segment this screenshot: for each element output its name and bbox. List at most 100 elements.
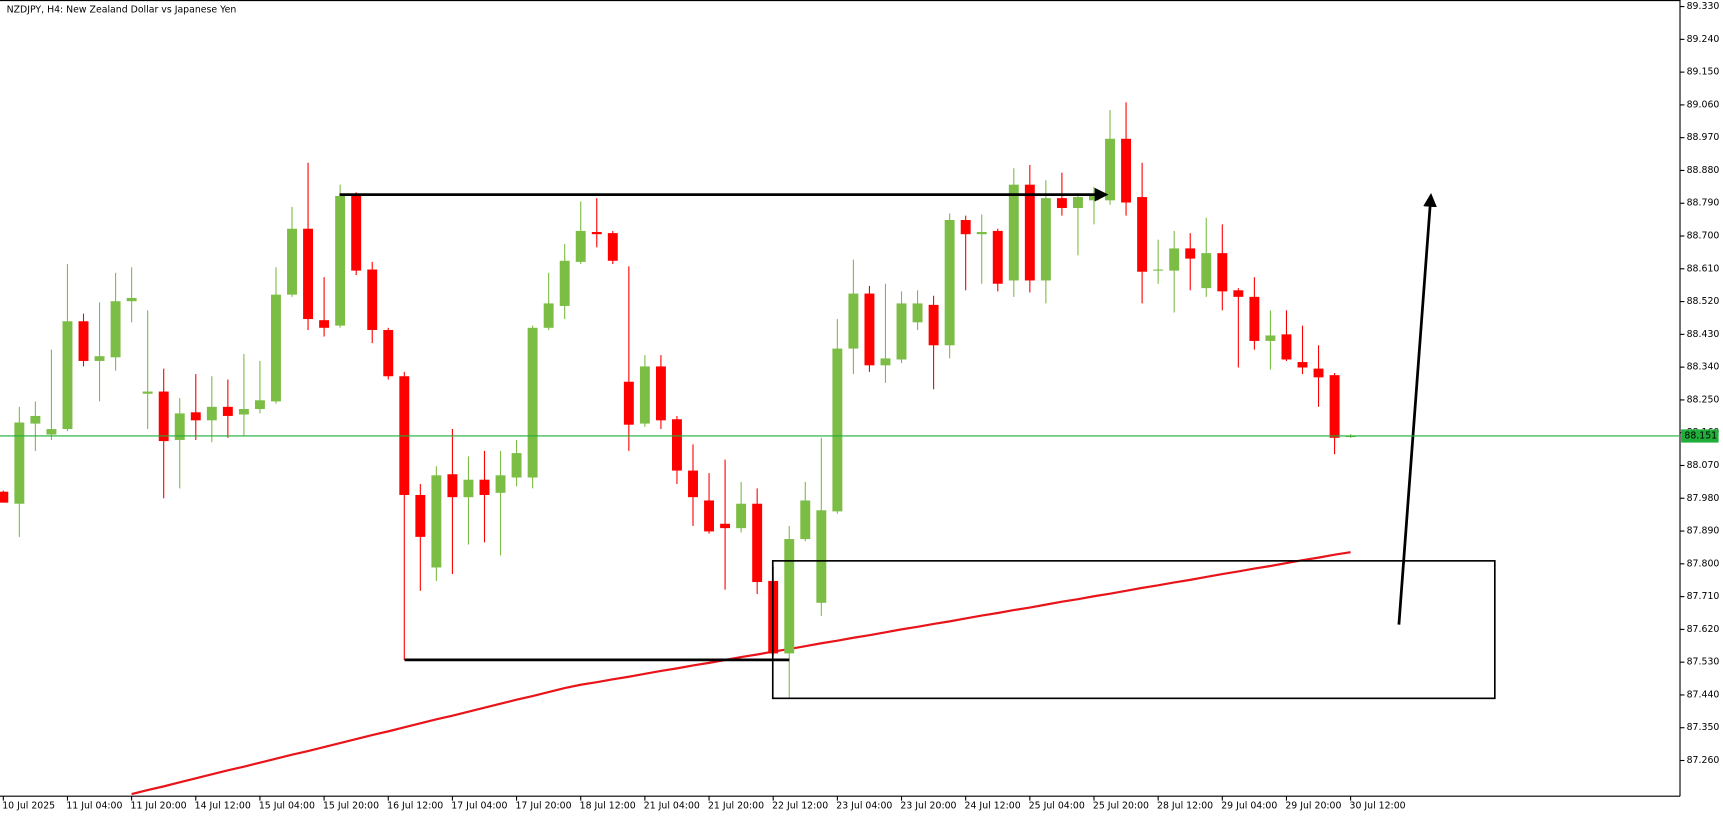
y-tick-label: 87.800 bbox=[1687, 558, 1720, 569]
candle-body bbox=[303, 228, 314, 320]
y-tick-label: 88.430 bbox=[1687, 329, 1720, 340]
candle-body bbox=[479, 479, 490, 495]
candle-body bbox=[287, 228, 297, 295]
candle-body bbox=[928, 304, 939, 346]
candle-body bbox=[1329, 375, 1340, 438]
x-tick-label: 15 Jul 20:00 bbox=[323, 801, 379, 812]
y-tick-label: 87.440 bbox=[1687, 689, 1720, 700]
y-tick-label: 87.890 bbox=[1687, 526, 1720, 537]
candle-body bbox=[1217, 253, 1228, 292]
candle-body bbox=[1233, 290, 1244, 297]
candle-body bbox=[976, 232, 987, 235]
candle-body bbox=[1024, 184, 1035, 281]
x-tick-label: 18 Jul 12:00 bbox=[580, 801, 636, 812]
x-tick-label: 23 Jul 20:00 bbox=[900, 801, 956, 812]
y-tick-label: 88.520 bbox=[1687, 296, 1720, 307]
candle-body bbox=[816, 510, 827, 603]
x-tick-label: 22 Jul 12:00 bbox=[772, 801, 828, 812]
candle-body bbox=[1185, 248, 1196, 259]
candle-body bbox=[1008, 184, 1019, 281]
x-tick-label: 29 Jul 20:00 bbox=[1285, 801, 1341, 812]
candle-body bbox=[1056, 198, 1067, 208]
candle-body bbox=[238, 409, 249, 415]
x-tick-label: 21 Jul 04:00 bbox=[644, 801, 700, 812]
candle-body bbox=[0, 491, 9, 503]
candle-body bbox=[190, 412, 201, 421]
y-tick-label: 88.880 bbox=[1687, 165, 1720, 176]
y-tick-label: 89.330 bbox=[1687, 1, 1720, 12]
candle-body bbox=[62, 321, 73, 430]
y-tick-label: 87.620 bbox=[1687, 624, 1720, 635]
candle-body bbox=[1313, 368, 1324, 378]
y-tick-label: 88.250 bbox=[1687, 394, 1720, 405]
candle-body bbox=[46, 429, 57, 435]
candle-body bbox=[864, 293, 875, 366]
current-price-box bbox=[1681, 429, 1719, 443]
candle-body bbox=[30, 415, 41, 424]
y-tick-label: 87.260 bbox=[1687, 755, 1720, 766]
candle-body bbox=[832, 348, 843, 512]
x-tick-label: 11 Jul 20:00 bbox=[131, 801, 187, 812]
plot-area bbox=[0, 102, 1356, 796]
candle-body bbox=[720, 523, 731, 529]
candle-body bbox=[94, 356, 105, 361]
candle-body bbox=[511, 453, 522, 478]
x-tick-label: 17 Jul 04:00 bbox=[451, 801, 507, 812]
candle-body bbox=[1072, 197, 1083, 208]
y-tick-label: 88.610 bbox=[1687, 263, 1720, 274]
candle-body bbox=[944, 219, 955, 346]
current-price-label: 88.151 bbox=[1684, 430, 1717, 441]
candle-body bbox=[142, 391, 153, 394]
candle-body bbox=[1201, 253, 1212, 289]
candle-body bbox=[383, 329, 394, 377]
x-tick-label: 28 Jul 12:00 bbox=[1157, 801, 1213, 812]
y-tick-label: 89.150 bbox=[1687, 67, 1720, 78]
candle-body bbox=[704, 500, 715, 532]
candle-body bbox=[1153, 269, 1164, 271]
candle-body bbox=[431, 475, 442, 568]
candle-body bbox=[447, 474, 458, 498]
chart-title: NZDJPY, H4: New Zealand Dollar vs Japane… bbox=[7, 4, 237, 15]
y-tick-label: 88.790 bbox=[1687, 198, 1720, 209]
y-tick-label: 87.350 bbox=[1687, 722, 1720, 733]
y-tick-label: 87.710 bbox=[1687, 591, 1720, 602]
moving-average bbox=[131, 551, 1351, 796]
candle-body bbox=[351, 195, 362, 271]
x-tick-label: 24 Jul 12:00 bbox=[965, 801, 1021, 812]
demand-zone bbox=[771, 560, 1496, 700]
candle-body bbox=[110, 301, 121, 358]
y-tick-label: 88.700 bbox=[1687, 231, 1720, 242]
x-tick-label: 17 Jul 20:00 bbox=[515, 801, 571, 812]
y-tick-label: 89.240 bbox=[1687, 34, 1720, 45]
x-tick-label: 15 Jul 04:00 bbox=[259, 801, 315, 812]
candle-body bbox=[126, 297, 137, 302]
y-tick-label: 88.070 bbox=[1687, 460, 1720, 471]
x-tick-label: 21 Jul 20:00 bbox=[708, 801, 764, 812]
candle-body bbox=[174, 413, 185, 440]
y-tick-label: 89.060 bbox=[1687, 99, 1720, 110]
candle-body bbox=[1089, 195, 1099, 201]
candle-body bbox=[254, 400, 265, 410]
candle-body bbox=[271, 294, 281, 402]
x-tick-label: 30 Jul 12:00 bbox=[1350, 801, 1406, 812]
x-tick-label: 16 Jul 12:00 bbox=[387, 801, 443, 812]
candle-body bbox=[591, 232, 602, 235]
candle-body bbox=[655, 366, 666, 421]
candle-body bbox=[880, 358, 891, 366]
y-tick-label: 88.340 bbox=[1687, 362, 1720, 373]
candle-body bbox=[688, 470, 698, 498]
candle-body bbox=[752, 503, 763, 583]
y-tick-label: 87.530 bbox=[1687, 657, 1720, 668]
candle-body bbox=[319, 320, 330, 328]
candle-body bbox=[1297, 362, 1308, 368]
x-tick-label: 11 Jul 04:00 bbox=[66, 801, 122, 812]
candle-body bbox=[1249, 296, 1260, 341]
candle-body bbox=[639, 366, 650, 424]
candle-body bbox=[1040, 198, 1051, 281]
candle-body bbox=[672, 419, 682, 471]
projection-arrow bbox=[1397, 193, 1437, 625]
x-tick-label: 25 Jul 04:00 bbox=[1029, 801, 1085, 812]
candle-body bbox=[543, 303, 554, 328]
